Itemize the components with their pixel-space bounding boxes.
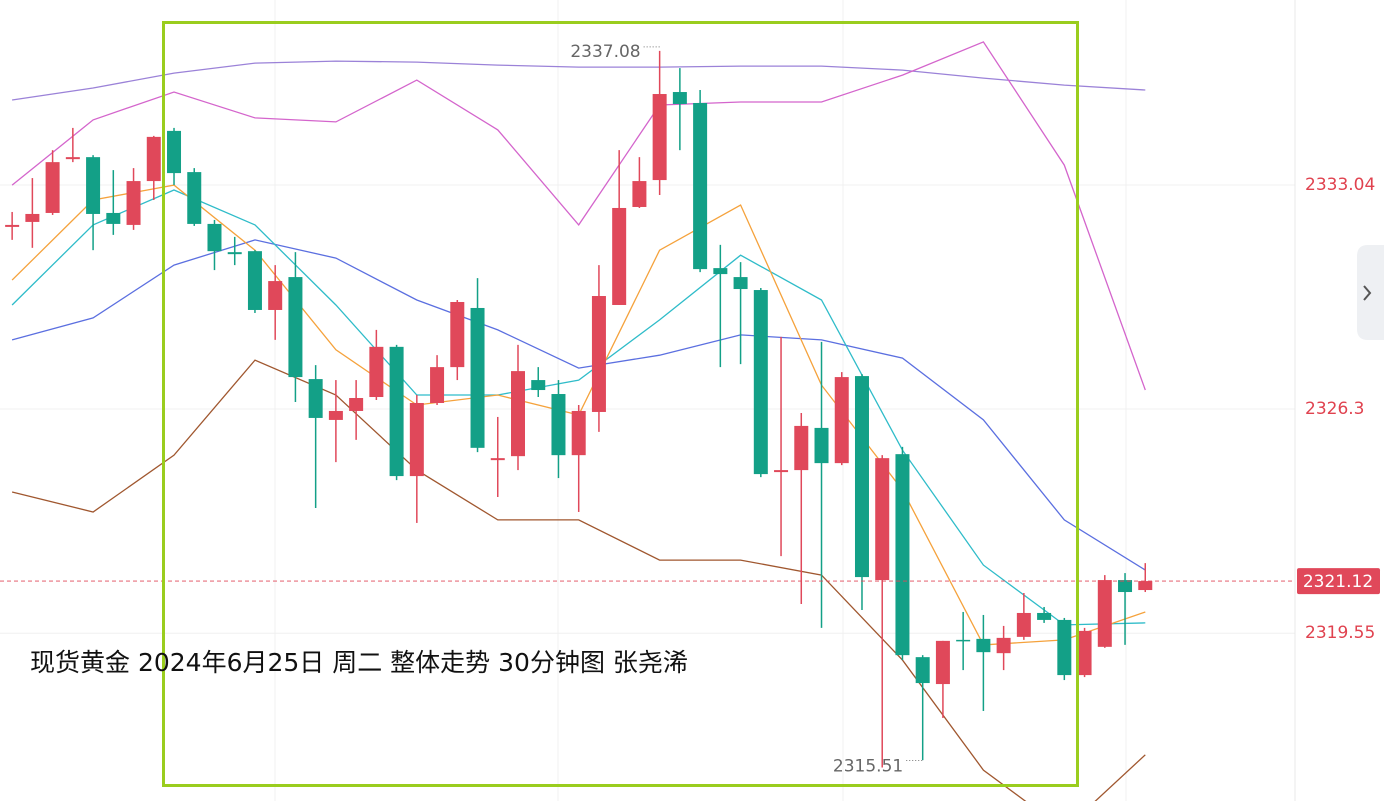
candle-body: [996, 637, 1011, 654]
candle-body: [1118, 580, 1133, 593]
candle-body: [167, 130, 182, 174]
candle-body: [915, 657, 930, 684]
candle-body: [834, 377, 849, 464]
candle-body: [25, 213, 40, 222]
y-tick-label: 2333.04: [1305, 175, 1375, 195]
highlight-box: [162, 21, 1079, 787]
y-axis: 2319.55 2326.3 2333.04 2321.12: [1297, 175, 1380, 643]
last-price-box: [1297, 568, 1380, 595]
chart-title: 现货黄金 2024年6月25日 周二 整体走势 30分钟图 张尧浠: [30, 648, 688, 677]
candle-body: [430, 367, 445, 403]
candle-body: [753, 290, 768, 475]
indicator-line: [11, 239, 1146, 571]
candle-body: [895, 454, 910, 656]
candle-body: [551, 394, 566, 456]
candle-body: [713, 268, 728, 275]
candle-body: [308, 379, 323, 418]
candle-body: [65, 157, 80, 160]
candle-body: [45, 162, 60, 213]
collapse-button[interactable]: [1357, 245, 1384, 340]
candle-body: [632, 181, 647, 207]
candle-body: [854, 376, 869, 578]
candle-body: [288, 277, 303, 378]
candle-body: [814, 427, 829, 464]
candle-body: [672, 92, 687, 104]
candle-body: [976, 638, 991, 653]
candle-body: [187, 172, 202, 224]
candle-body: [511, 371, 525, 457]
candle-body: [1037, 612, 1052, 620]
indicator-line: [11, 41, 1146, 391]
candle-body: [774, 470, 789, 473]
candle-body: [693, 102, 708, 270]
candle-body: [935, 640, 950, 685]
candle-body: [490, 458, 505, 461]
candle-body: [531, 380, 546, 391]
candle-body: [1097, 580, 1112, 647]
candle-body: [106, 212, 121, 224]
candle-body: [207, 223, 222, 252]
collapse-icon[interactable]: [1363, 285, 1372, 301]
candle-body: [126, 181, 141, 225]
candle-body: [733, 277, 748, 290]
candle-body: [5, 224, 20, 227]
candle-body: [328, 410, 343, 420]
candle-body: [652, 94, 667, 181]
candle-body: [1138, 581, 1153, 591]
max-label: 2337.08: [570, 42, 640, 62]
min-label: 2315.51: [833, 756, 903, 776]
candle-body: [86, 157, 101, 214]
candle-body: [794, 425, 809, 471]
candle-body: [247, 251, 262, 310]
candle-body: [268, 281, 283, 310]
candle-body: [389, 346, 404, 477]
candle-body: [591, 296, 606, 412]
indicator-line: [11, 359, 1146, 801]
candle-body: [875, 458, 890, 581]
candle-body: [1077, 630, 1092, 676]
candle-body: [349, 398, 364, 411]
candle-body: [146, 136, 161, 182]
candle-body: [956, 639, 971, 642]
y-tick-label: 2319.55: [1305, 623, 1375, 643]
grid: [0, 0, 1295, 801]
candle-body: [227, 252, 242, 255]
candle-body: [612, 207, 627, 305]
candle-body: [369, 346, 384, 398]
indicator-line: [12, 60, 1146, 101]
candle-body: [409, 402, 424, 477]
candle-body: [1016, 612, 1031, 637]
candle-body: [1057, 619, 1072, 676]
candles: 2337.08 2315.51: [0, 42, 1295, 776]
candle-body: [470, 307, 485, 448]
candle-body: [450, 301, 465, 368]
last-price-label: 2321.12: [1303, 572, 1373, 592]
candle-body: [571, 410, 586, 456]
y-tick-label: 2326.3: [1305, 399, 1364, 419]
